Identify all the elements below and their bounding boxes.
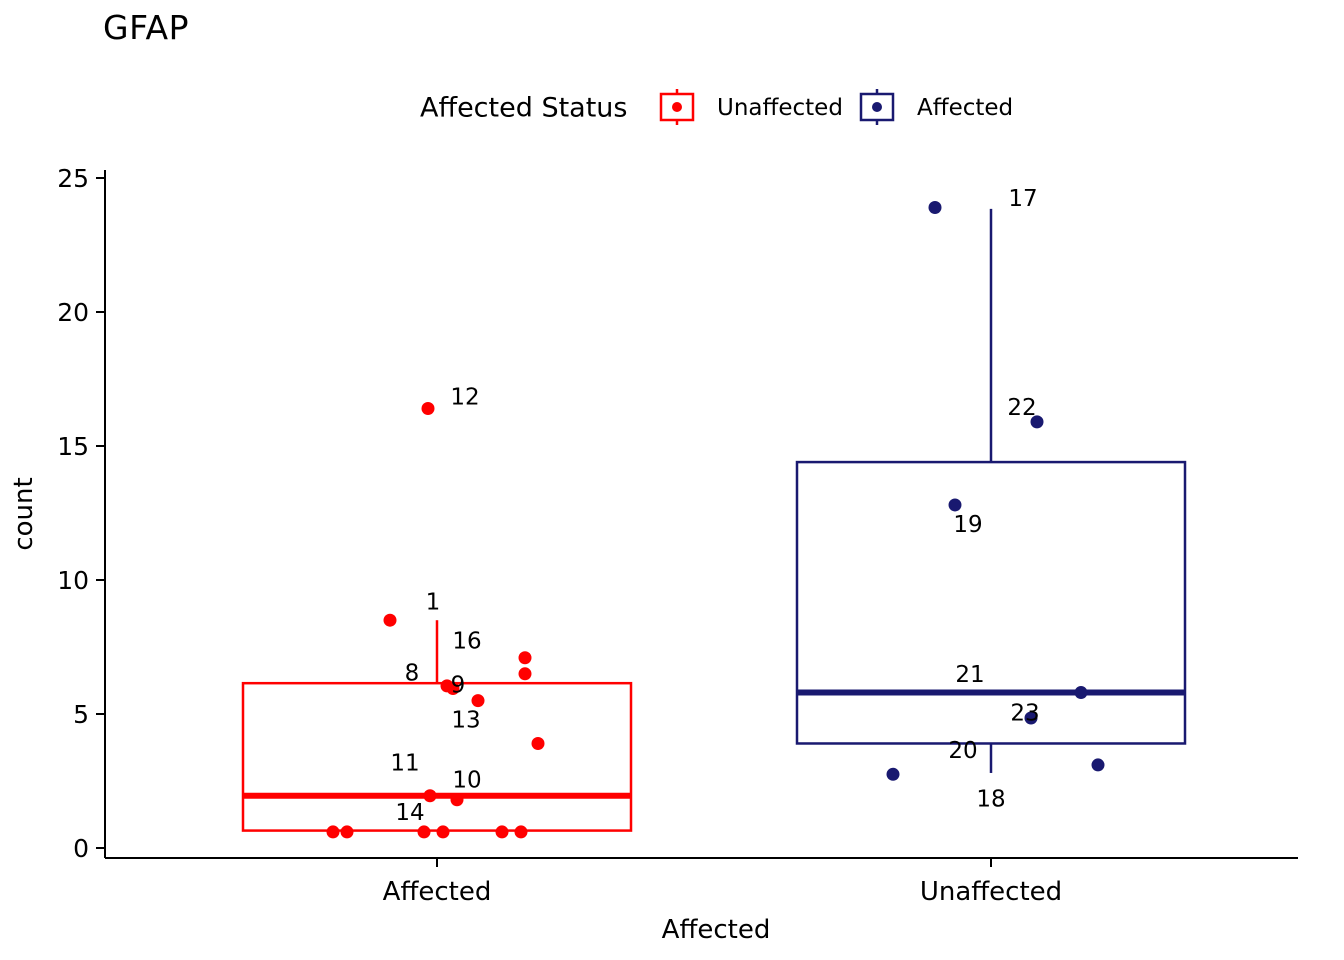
y-tick-label: 5 xyxy=(73,700,89,729)
legend-key-point-unaffected xyxy=(672,102,682,112)
data-point xyxy=(326,825,340,839)
point-label: 10 xyxy=(452,768,481,794)
data-point xyxy=(446,682,460,696)
data-point xyxy=(518,667,532,681)
point-label: 18 xyxy=(976,786,1005,812)
point-label: 19 xyxy=(953,512,982,538)
box xyxy=(795,460,1187,745)
data-point xyxy=(383,613,397,627)
point-label: 1 xyxy=(426,589,441,615)
data-point xyxy=(423,789,437,803)
point-label: 22 xyxy=(1007,395,1036,421)
point-label: 17 xyxy=(1008,186,1037,212)
y-tick-label: 25 xyxy=(57,164,89,193)
point-label: 14 xyxy=(395,800,424,826)
x-tick-label: Unaffected xyxy=(920,877,1062,907)
data-point xyxy=(495,825,509,839)
data-point xyxy=(1024,711,1038,725)
y-tick-label: 20 xyxy=(57,298,89,327)
legend-key-box-affected xyxy=(859,92,895,122)
point-label: 16 xyxy=(452,628,481,654)
box xyxy=(241,681,633,832)
data-point xyxy=(948,498,962,512)
data-point xyxy=(1091,758,1105,772)
point-label: 12 xyxy=(450,384,479,410)
point-label: 9 xyxy=(451,673,466,699)
data-point xyxy=(531,736,545,750)
data-point xyxy=(1074,686,1088,700)
data-point xyxy=(886,767,900,781)
y-tick-label: 15 xyxy=(57,432,89,461)
data-point xyxy=(340,825,354,839)
data-point xyxy=(436,825,450,839)
point-label: 21 xyxy=(955,662,984,688)
legend-key-point-affected xyxy=(872,102,882,112)
point-label: 11 xyxy=(390,750,419,776)
point-label: 20 xyxy=(948,738,977,764)
y-tick-label: 0 xyxy=(73,834,89,863)
point-label: 23 xyxy=(1010,701,1039,727)
legend-title: Affected Status xyxy=(420,92,627,123)
point-label: 13 xyxy=(451,707,480,733)
point-label: 8 xyxy=(405,661,420,687)
data-point xyxy=(471,694,485,708)
chart-title: GFAP xyxy=(103,8,189,47)
legend-entry-label: Affected xyxy=(917,95,1013,121)
y-axis-title: count xyxy=(9,477,39,550)
x-axis-title: Affected xyxy=(662,915,771,945)
x-tick-label: Affected xyxy=(383,877,492,907)
data-point xyxy=(928,200,942,214)
data-point xyxy=(421,401,435,415)
data-point xyxy=(518,651,532,665)
legend-entry-label: Unaffected xyxy=(717,95,843,121)
data-point xyxy=(1030,415,1044,429)
data-point xyxy=(514,825,528,839)
y-tick-label: 10 xyxy=(57,566,89,595)
data-point xyxy=(417,825,431,839)
data-point xyxy=(450,793,464,807)
